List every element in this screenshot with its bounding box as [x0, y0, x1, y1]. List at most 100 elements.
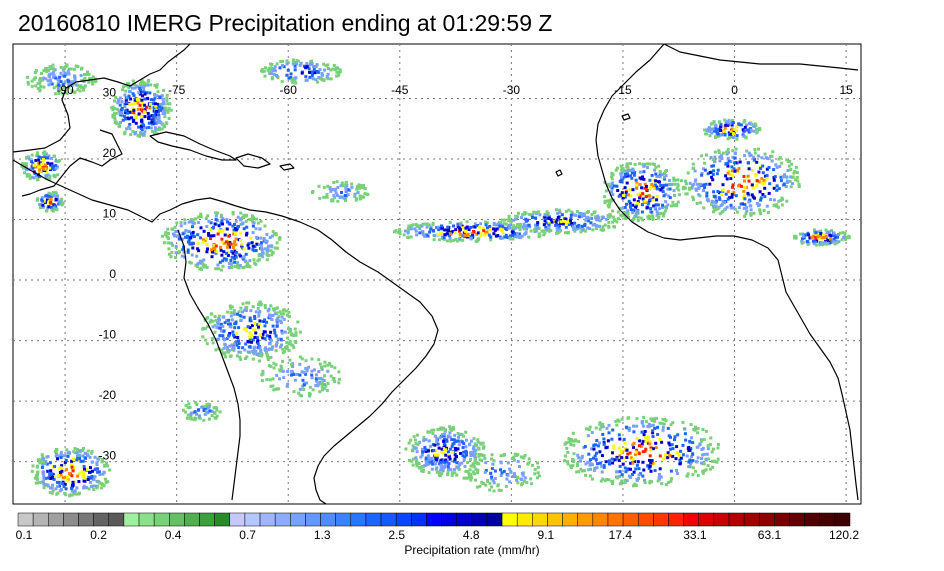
colorbar-swatch: [456, 512, 473, 527]
coast-canary: [621, 113, 631, 121]
lon-label: -15: [614, 83, 632, 97]
lat-label: -30: [99, 449, 117, 463]
colorbar-swatch: [441, 512, 457, 527]
colorbar-swatch: [577, 512, 594, 527]
precip-cluster-texas: [25, 63, 98, 96]
colorbar-tick: 4.8: [462, 528, 480, 542]
colorbar-tick: 2.5: [388, 528, 406, 542]
precip-cluster-mexico: [20, 150, 62, 182]
lat-label: 30: [103, 85, 117, 99]
precip-cluster-chile: [30, 447, 112, 498]
colorbar-swatch: [728, 512, 745, 527]
lon-label: 15: [839, 83, 853, 97]
colorbar-swatch: [516, 512, 533, 527]
colorbar-swatch: [395, 512, 412, 527]
colorbar-swatch: [350, 512, 367, 527]
colorbar-swatch: [774, 512, 790, 527]
precip-cluster-atlantic-north: [260, 58, 342, 85]
colorbar-tick: 0.4: [164, 528, 182, 542]
colorbar-swatch: [804, 512, 820, 527]
colorbar-swatch: [32, 512, 49, 527]
colorbar-swatch: [153, 512, 170, 527]
precip-cluster-amazon: [201, 300, 302, 363]
precip-cluster-itcz-mid: [501, 208, 620, 235]
colorbar-swatch: [169, 512, 185, 527]
colorbar-swatch: [653, 512, 669, 527]
colorbar-swatch: [305, 512, 321, 527]
colorbar-swatch: [78, 512, 94, 527]
lon-label: -60: [280, 83, 298, 97]
colorbar-swatch: [547, 512, 563, 527]
colorbar-swatch: [17, 512, 34, 527]
colorbar-swatch: [335, 512, 352, 527]
colorbar-swatch: [471, 512, 488, 527]
colorbar-swatch: [789, 512, 805, 527]
colorbar-swatch: [501, 512, 518, 527]
colorbar-swatch: [607, 512, 624, 527]
colorbar-swatch: [320, 512, 336, 527]
colorbar-tick: 9.1: [537, 528, 555, 542]
colorbar-swatch: [532, 512, 548, 527]
coast-south-america-west: [177, 229, 241, 501]
lon-label: -45: [391, 83, 409, 97]
coast-yucatan: [21, 129, 123, 197]
colorbar-swatch: [562, 512, 578, 527]
colorbar-swatch: [184, 512, 200, 527]
colorbar-swatch: [138, 512, 155, 527]
colorbar-swatch: [290, 512, 306, 527]
colorbar-swatch: [683, 512, 699, 527]
colorbar-swatch: [834, 512, 851, 527]
colorbar-tick: 0.7: [239, 528, 256, 542]
lon-label: -90: [56, 83, 74, 97]
axis-labels: -90 -75 -60 -45 -30 -15 0 15 30 20 10 0 -10 -20 -30: [56, 83, 853, 463]
precip-cluster-west-africa: [603, 162, 681, 223]
precip-cluster-south-atlantic: [404, 425, 486, 478]
colorbar-tick: 17.4: [608, 528, 633, 542]
colorbar-tick: 33.1: [683, 528, 707, 542]
precip-cluster-peru: [181, 401, 222, 422]
precip-cluster-south-mid: [462, 452, 541, 493]
precipitation-layer: [20, 58, 851, 498]
colorbar-swatch: [758, 512, 775, 527]
lon-label: -75: [168, 83, 186, 97]
colorbar-swatch: [637, 512, 654, 527]
colorbar-swatch: [365, 512, 382, 527]
colorbar-swatch: [380, 512, 397, 527]
map-title: 20160810 IMERG Precipitation ending at 0…: [18, 10, 553, 36]
colorbar-swatch: [592, 512, 609, 527]
coast-cape-verde: [555, 169, 563, 177]
colorbar-tick: 63.1: [757, 528, 782, 542]
graticule: [13, 44, 861, 504]
lat-label: 0: [109, 267, 116, 281]
colorbar-title: Precipitation rate (mm/hr): [404, 543, 540, 557]
colorbar: [17, 512, 851, 527]
colorbar-swatch: [411, 512, 427, 527]
coast-cuba: [149, 131, 237, 161]
colorbar-swatch: [229, 512, 246, 527]
colorbar-swatch: [622, 512, 639, 527]
coast-puerto-rico: [279, 163, 295, 171]
colorbar-tick: 1.3: [313, 528, 331, 542]
coast-south-america: [235, 205, 439, 505]
colorbar-swatch: [93, 512, 110, 527]
lon-label: 0: [731, 83, 738, 97]
precip-cluster-venezuela: [160, 211, 282, 272]
colorbar-tick: 0.2: [90, 528, 107, 542]
colorbar-swatch: [426, 512, 442, 527]
coastlines: [12, 43, 859, 505]
colorbar-tick: 120.2: [828, 528, 860, 542]
lat-label: -10: [99, 328, 117, 342]
precip-cluster-sahara: [703, 118, 762, 141]
colorbar-tick-labels: 0.1 0.2 0.4 0.7 1.3 2.5 4.8 9.1 17.4 33.1 63.1 120.…: [0, 528, 944, 544]
coast-africa-north: [663, 43, 859, 71]
colorbar-swatch: [486, 512, 503, 527]
colorbar-swatch: [244, 512, 261, 527]
coast-north-america: [12, 43, 191, 153]
colorbar-tick: 0.1: [15, 528, 33, 542]
precip-cluster-gulf: [110, 79, 173, 138]
colorbar-swatch: [48, 512, 64, 527]
coast-central-america: [12, 159, 237, 223]
precip-cluster-bolivia: [260, 355, 341, 398]
coast-hispaniola: [235, 153, 271, 169]
